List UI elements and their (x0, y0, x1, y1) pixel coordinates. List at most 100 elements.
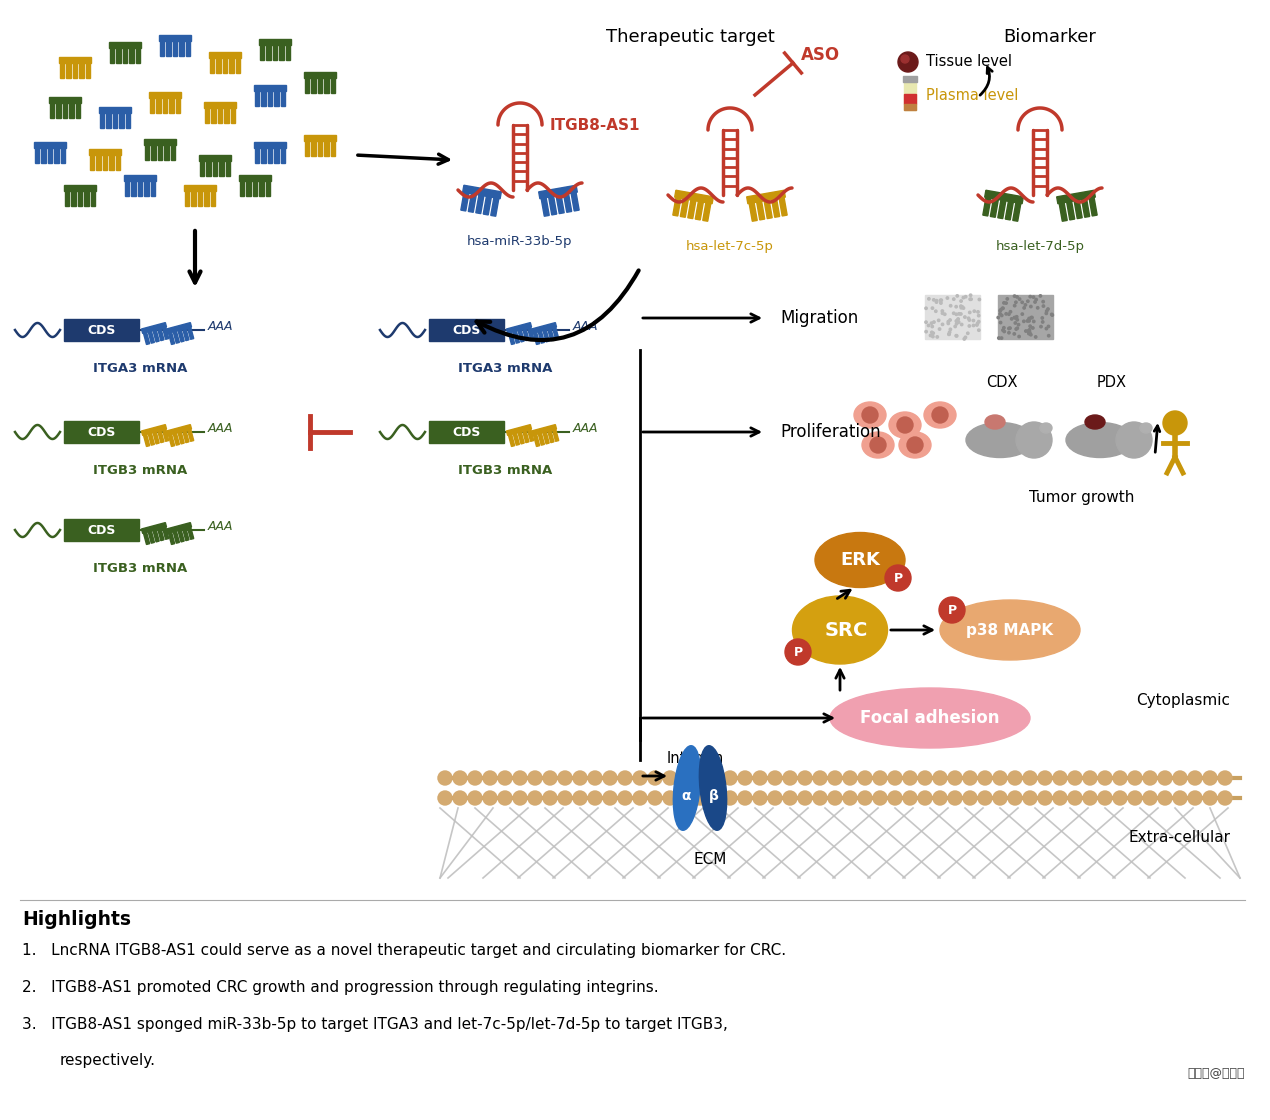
Text: P: P (947, 604, 956, 616)
Bar (183, 328, 189, 340)
Circle shape (1010, 310, 1012, 312)
Circle shape (1016, 316, 1017, 318)
Circle shape (784, 791, 798, 805)
Bar (274, 148, 278, 164)
Circle shape (1113, 791, 1126, 805)
Circle shape (1029, 332, 1031, 334)
Bar (564, 194, 572, 213)
Text: hsa-miR-33b-5p: hsa-miR-33b-5p (467, 235, 573, 248)
Bar (86, 63, 90, 78)
Circle shape (958, 318, 959, 320)
Circle shape (949, 319, 951, 321)
Circle shape (453, 791, 467, 805)
Circle shape (978, 329, 980, 332)
Bar (239, 175, 272, 181)
Circle shape (978, 771, 992, 785)
Bar (141, 523, 166, 533)
Bar (538, 185, 578, 198)
Circle shape (753, 791, 767, 805)
Circle shape (1052, 314, 1054, 316)
Bar (747, 190, 785, 204)
Circle shape (723, 771, 737, 785)
Bar (549, 196, 556, 215)
Bar (164, 144, 169, 160)
Circle shape (947, 323, 950, 325)
Circle shape (946, 297, 949, 299)
Circle shape (1016, 296, 1019, 298)
Ellipse shape (1066, 422, 1134, 457)
Bar (184, 185, 216, 192)
Circle shape (1031, 316, 1034, 319)
Ellipse shape (831, 688, 1030, 748)
Ellipse shape (966, 422, 1034, 457)
Bar (64, 319, 138, 340)
Circle shape (960, 307, 963, 309)
Circle shape (1203, 771, 1217, 785)
Circle shape (903, 771, 917, 785)
Circle shape (1041, 320, 1044, 324)
Bar (533, 333, 540, 345)
Bar (210, 58, 215, 73)
Bar (508, 435, 514, 447)
Bar (281, 91, 284, 106)
Circle shape (1039, 295, 1041, 297)
Bar (324, 78, 329, 93)
Bar (527, 327, 533, 339)
Circle shape (1038, 771, 1052, 785)
Bar (175, 97, 180, 113)
Bar (429, 421, 504, 444)
Circle shape (663, 791, 677, 805)
Circle shape (1050, 314, 1053, 316)
Circle shape (925, 307, 927, 309)
Bar (160, 41, 164, 56)
Bar (268, 91, 272, 106)
Bar (113, 113, 117, 129)
Circle shape (960, 300, 963, 302)
Circle shape (573, 771, 587, 785)
Bar (131, 181, 136, 196)
Circle shape (955, 306, 958, 308)
Circle shape (955, 335, 958, 337)
Bar (61, 148, 65, 164)
Bar (531, 424, 556, 436)
Circle shape (1024, 771, 1038, 785)
Circle shape (941, 310, 944, 312)
Circle shape (544, 771, 558, 785)
Bar (150, 97, 154, 113)
Text: CDS: CDS (88, 324, 116, 336)
Bar (144, 435, 150, 447)
Circle shape (930, 334, 932, 337)
Bar (199, 155, 231, 161)
Circle shape (918, 771, 932, 785)
Circle shape (588, 771, 602, 785)
Bar (169, 333, 175, 345)
Bar (538, 332, 545, 343)
Circle shape (1003, 301, 1005, 304)
Circle shape (1013, 316, 1016, 319)
Circle shape (964, 296, 966, 298)
Bar (259, 181, 264, 196)
Circle shape (1036, 307, 1039, 309)
Circle shape (993, 771, 1007, 785)
Circle shape (453, 771, 467, 785)
Circle shape (1007, 327, 1010, 329)
Circle shape (859, 771, 872, 785)
Text: CDS: CDS (88, 426, 116, 439)
Circle shape (1025, 329, 1027, 333)
Bar (163, 97, 168, 113)
Circle shape (483, 771, 497, 785)
Circle shape (952, 298, 955, 300)
Circle shape (1034, 301, 1036, 304)
Circle shape (1038, 791, 1052, 805)
Circle shape (1003, 330, 1006, 333)
Circle shape (1021, 312, 1024, 316)
Bar (188, 429, 194, 441)
Circle shape (469, 791, 483, 805)
Circle shape (973, 325, 974, 327)
Circle shape (1029, 296, 1031, 298)
Circle shape (648, 791, 662, 805)
Bar (695, 202, 704, 220)
Circle shape (964, 336, 966, 338)
Bar (173, 41, 177, 56)
Bar (469, 194, 476, 213)
